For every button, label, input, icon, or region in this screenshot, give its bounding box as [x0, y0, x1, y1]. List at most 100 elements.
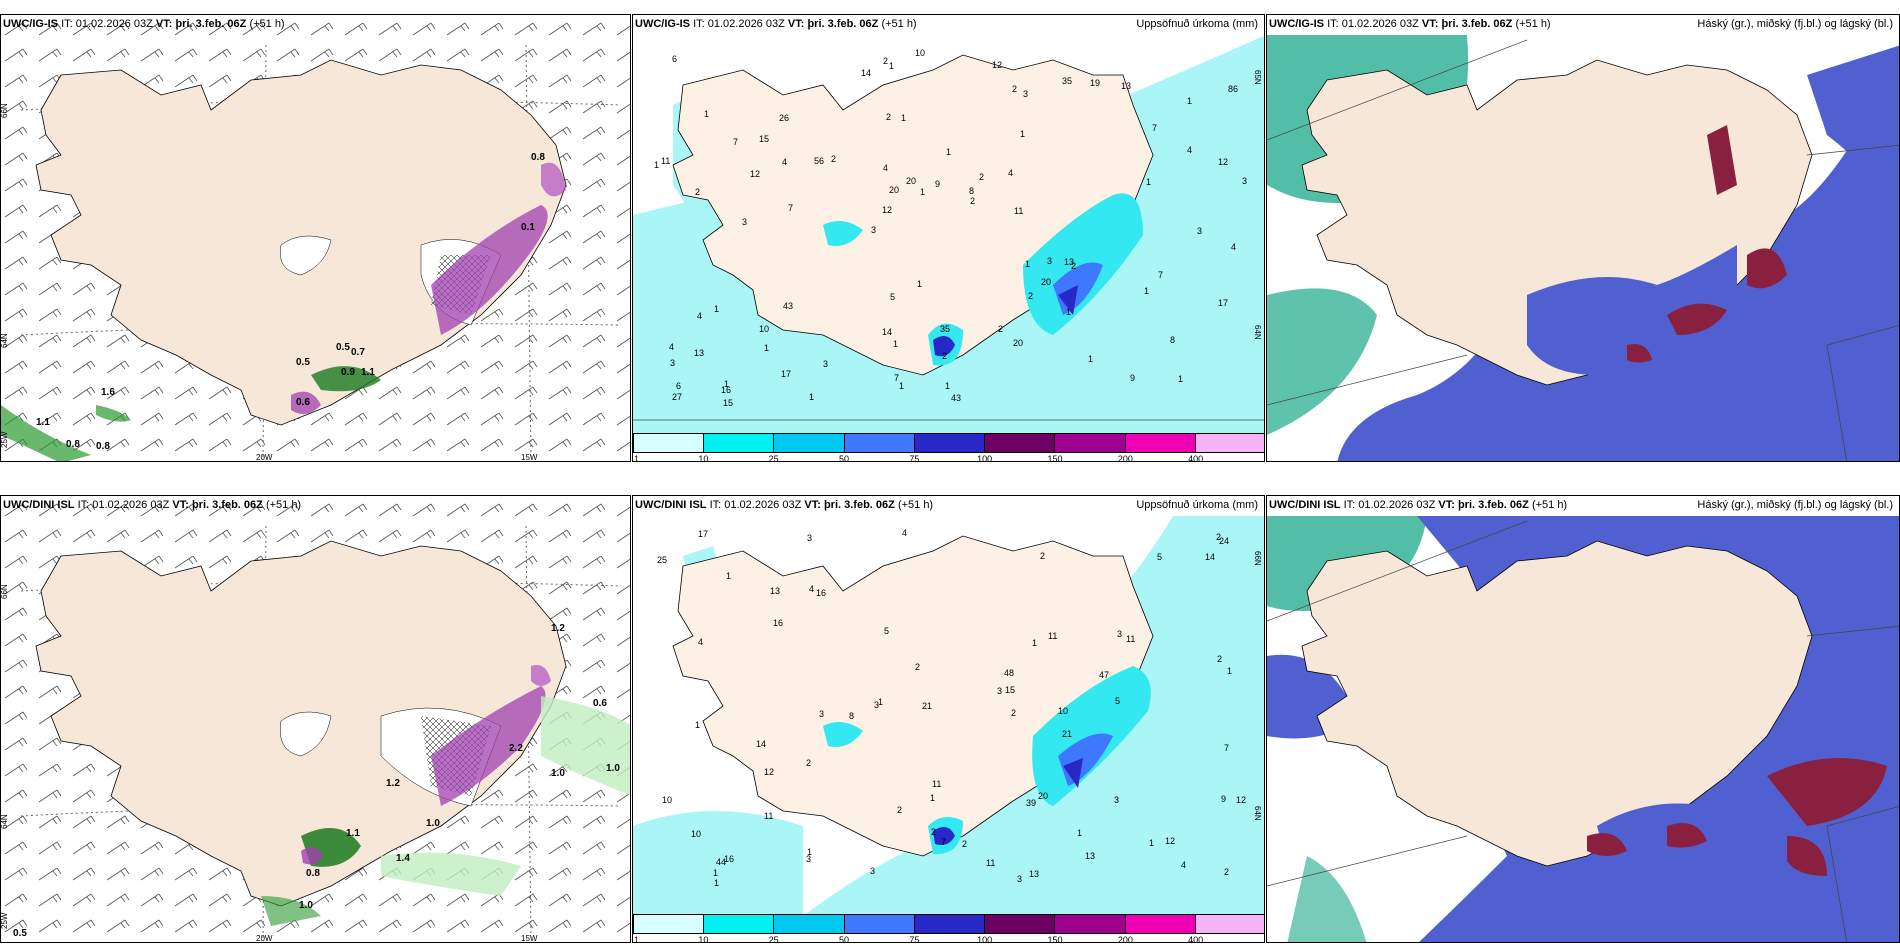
panel-title: UWC/DINI ISL IT: 01.02.2026 03Z VT: þri.…: [3, 499, 301, 511]
value-label: 1.1: [361, 367, 375, 378]
precip-value-label: 2: [1217, 654, 1222, 664]
precip-value-label: 3: [997, 686, 1002, 696]
precip-value-label: 2: [1040, 551, 1045, 561]
precip-value-label: 1: [901, 113, 906, 123]
vt-label: VT:: [155, 18, 173, 30]
map-canvas: [1267, 496, 1899, 942]
colorbar-swatch: [844, 434, 915, 452]
precip-value-label: 1: [946, 147, 951, 157]
panel-title: UWC/IG-IS IT: 01.02.2026 03Z VT: þri. 3.…: [1269, 18, 1551, 30]
precip-value-label: 3: [807, 533, 812, 543]
precip-value-label: 17: [781, 369, 791, 379]
precip-value-label: 1: [1146, 177, 1151, 187]
vt-value: þri. 3.feb. 06Z: [175, 18, 247, 30]
precip-value-label: 8: [969, 186, 974, 196]
precip-value-label: 8: [1170, 335, 1175, 345]
lon-label: 20W: [256, 934, 273, 943]
colorbar-tick-label: 150: [1047, 935, 1063, 943]
value-label: 1.0: [551, 768, 565, 779]
lon-label: 15W: [521, 453, 538, 462]
precip-value-label: 1: [764, 343, 769, 353]
vt-value: þri. 3.feb. 06Z: [823, 499, 895, 511]
colorbar-swatch: [1125, 434, 1196, 452]
colorbar-cells: [633, 433, 1264, 453]
precip-value-label: 4: [1181, 860, 1186, 870]
it-value: 01.02.2026 03Z: [724, 499, 802, 511]
precip-value-label: 15: [759, 134, 769, 144]
precip-value-label: 13: [694, 348, 704, 358]
colorbar-tick-label: 25: [768, 935, 779, 943]
precip-value-label: 12: [750, 169, 760, 179]
precip-value-label: 10: [759, 324, 769, 334]
precip-value-label: 12: [1165, 836, 1175, 846]
precip-value-label: 21: [1062, 729, 1072, 739]
model-name: UWC/IG-IS: [1269, 18, 1324, 30]
precip-value-label: 11: [986, 858, 995, 868]
precip-value-label: 1: [654, 160, 659, 170]
panel-bottom-middle-precip-map: UWC/DINI ISL IT: 01.02.2026 03Z VT: þri.…: [632, 495, 1265, 943]
precip-value-label: 26: [779, 113, 789, 123]
colorbar-swatch: [1055, 434, 1126, 452]
value-labels: 3311313445571123438253924484411141012172…: [657, 528, 1246, 888]
precip-value-label: 3: [670, 358, 675, 368]
value-label: 1.2: [551, 623, 565, 634]
precip-value-label: 7: [1224, 743, 1229, 753]
it-value: 01.02.2026 03Z: [1358, 499, 1436, 511]
value-label: 0.8: [306, 868, 320, 879]
precip-colorbar: 1 10 25 50 75 100 150 200 400: [633, 433, 1264, 462]
precip-value-label: 2: [962, 839, 967, 849]
precip-value-label: 12: [1236, 795, 1246, 805]
panel-field-title: Uppsöfnuð úrkoma (mm): [1136, 18, 1258, 30]
value-label: 0.6: [296, 397, 310, 408]
precip-value-label: 9: [1130, 373, 1135, 383]
precip-value-label: 12: [882, 205, 892, 215]
value-label: 1.1: [346, 828, 360, 839]
precip-value-label: 1: [889, 61, 894, 71]
precip-value-label: 3: [1017, 874, 1022, 884]
precip-value-label: 12: [764, 767, 774, 777]
precip-value-label: 21: [922, 701, 932, 711]
precip-value-label: 1: [1066, 307, 1071, 317]
precip-value-label: 14: [756, 739, 766, 749]
colorbar-tick-label: 150: [1047, 454, 1063, 462]
precip-value-label: 1: [920, 187, 925, 197]
precip-value-label: 14: [1205, 552, 1215, 562]
precip-value-label: 10: [691, 829, 701, 839]
precip-value-label: 2: [942, 351, 947, 361]
colorbar-tick-label: 400: [1188, 454, 1204, 462]
precip-value-label: 43: [783, 301, 793, 311]
precip-value-label: 1: [809, 392, 814, 402]
vt-label: VT:: [804, 499, 821, 511]
precip-value-label: 11: [932, 779, 941, 789]
precip-value-label: 7: [894, 373, 899, 383]
precip-value-label: 7: [733, 137, 738, 147]
precip-value-label: 6: [676, 381, 681, 391]
precip-value-label: 1: [878, 697, 883, 707]
it-value: 01.02.2026 03Z: [75, 18, 153, 30]
model-name: UWC/DINI ISL: [1269, 499, 1341, 511]
panel-title: UWC/DINI ISL IT: 01.02.2026 03Z VT: þri.…: [635, 499, 933, 511]
value-labels: 1213112112311221131412142026354398134356…: [654, 48, 1247, 408]
precip-value-label: 56: [814, 156, 824, 166]
lon-label: 15W: [521, 934, 538, 943]
lat-label: 64N: [1253, 325, 1262, 340]
precip-value-label: 2: [1011, 708, 1016, 718]
colorbar-swatch: [844, 915, 915, 933]
precip-value-label: 11: [764, 811, 773, 821]
lead-time: (+51 h): [897, 499, 934, 511]
precip-value-label: 1: [1077, 828, 1082, 838]
precip-value-label: 4: [1008, 168, 1013, 178]
precip-value-label: 86: [1228, 84, 1238, 94]
vt-label: VT:: [1438, 499, 1455, 511]
precip-value-label: 47: [1099, 670, 1109, 680]
precip-value-label: 15: [1005, 685, 1015, 695]
it-label: IT:: [1343, 499, 1356, 511]
precip-value-label: 3: [870, 866, 875, 876]
precip-value-label: 19: [1090, 78, 1100, 88]
vt-label: VT:: [172, 499, 189, 511]
panel-title: UWC/IG-IS IT: 01.02.2026 03Z VT: þri. 3.…: [635, 18, 917, 30]
precip-value-label: 2: [979, 172, 984, 182]
lead-time: (+51 h): [1531, 499, 1568, 511]
precip-value-label: 1: [1025, 259, 1030, 269]
colorbar-swatch: [634, 434, 705, 452]
